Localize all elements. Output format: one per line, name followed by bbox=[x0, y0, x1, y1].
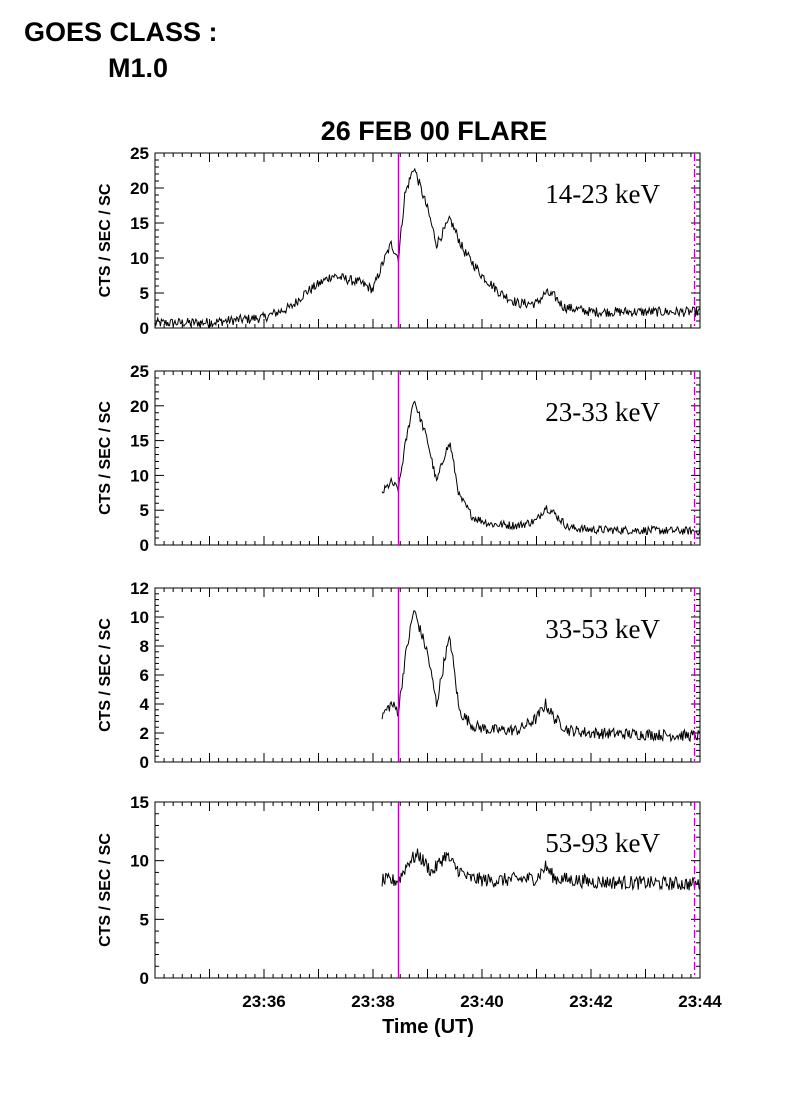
y-tick-label: 8 bbox=[140, 637, 149, 656]
y-axis-label: CTS / SEC / SC bbox=[97, 183, 114, 297]
y-tick-label: 4 bbox=[140, 695, 150, 714]
y-tick-label: 0 bbox=[140, 319, 149, 338]
goes-class-label: GOES CLASS : M1.0 bbox=[24, 14, 218, 86]
y-tick-label: 0 bbox=[140, 753, 149, 772]
y-tick-label: 10 bbox=[130, 249, 149, 268]
y-tick-label: 5 bbox=[140, 501, 149, 520]
y-tick-label: 10 bbox=[130, 608, 149, 627]
goes-class-value: M1.0 bbox=[108, 53, 169, 83]
y-tick-label: 0 bbox=[140, 536, 149, 555]
x-tick-label: 23:44 bbox=[678, 992, 722, 1011]
panel-1-lightcurve bbox=[154, 167, 701, 329]
x-tick-label: 23:38 bbox=[351, 992, 394, 1011]
goes-class-heading: GOES CLASS : bbox=[24, 17, 218, 47]
y-tick-label: 2 bbox=[140, 724, 149, 743]
y-tick-label: 20 bbox=[130, 397, 149, 416]
y-tick-label: 20 bbox=[130, 179, 149, 198]
y-axis-label: CTS / SEC / SC bbox=[97, 618, 114, 732]
panel-4-lightcurve bbox=[381, 848, 701, 891]
x-axis-title: Time (UT) bbox=[382, 1016, 474, 1038]
y-tick-label: 5 bbox=[140, 284, 149, 303]
y-tick-label: 15 bbox=[130, 793, 149, 812]
y-tick-label: 10 bbox=[130, 852, 149, 871]
panel-3-lightcurve bbox=[381, 610, 701, 743]
y-tick-label: 0 bbox=[140, 969, 149, 988]
y-tick-label: 12 bbox=[130, 579, 149, 598]
panel-2-lightcurve bbox=[381, 400, 701, 536]
y-axis-label: CTS / SEC / SC bbox=[97, 833, 114, 947]
y-tick-label: 15 bbox=[130, 432, 149, 451]
y-axis-label: CTS / SEC / SC bbox=[97, 401, 114, 515]
y-tick-label: 25 bbox=[130, 144, 149, 163]
x-tick-label: 23:36 bbox=[242, 992, 285, 1011]
x-tick-label: 23:40 bbox=[460, 992, 503, 1011]
energy-band-label: 14-23 keV bbox=[545, 179, 660, 209]
chart-title: 26 FEB 00 FLARE bbox=[321, 116, 548, 146]
y-tick-label: 15 bbox=[130, 214, 149, 233]
energy-band-label: 33-53 keV bbox=[545, 614, 660, 644]
y-tick-label: 25 bbox=[130, 362, 149, 381]
y-tick-label: 5 bbox=[140, 910, 149, 929]
y-tick-label: 10 bbox=[130, 466, 149, 485]
y-tick-label: 6 bbox=[140, 666, 149, 685]
energy-band-label: 53-93 keV bbox=[545, 828, 660, 858]
x-tick-label: 23:42 bbox=[569, 992, 612, 1011]
energy-band-label: 23-33 keV bbox=[545, 397, 660, 427]
